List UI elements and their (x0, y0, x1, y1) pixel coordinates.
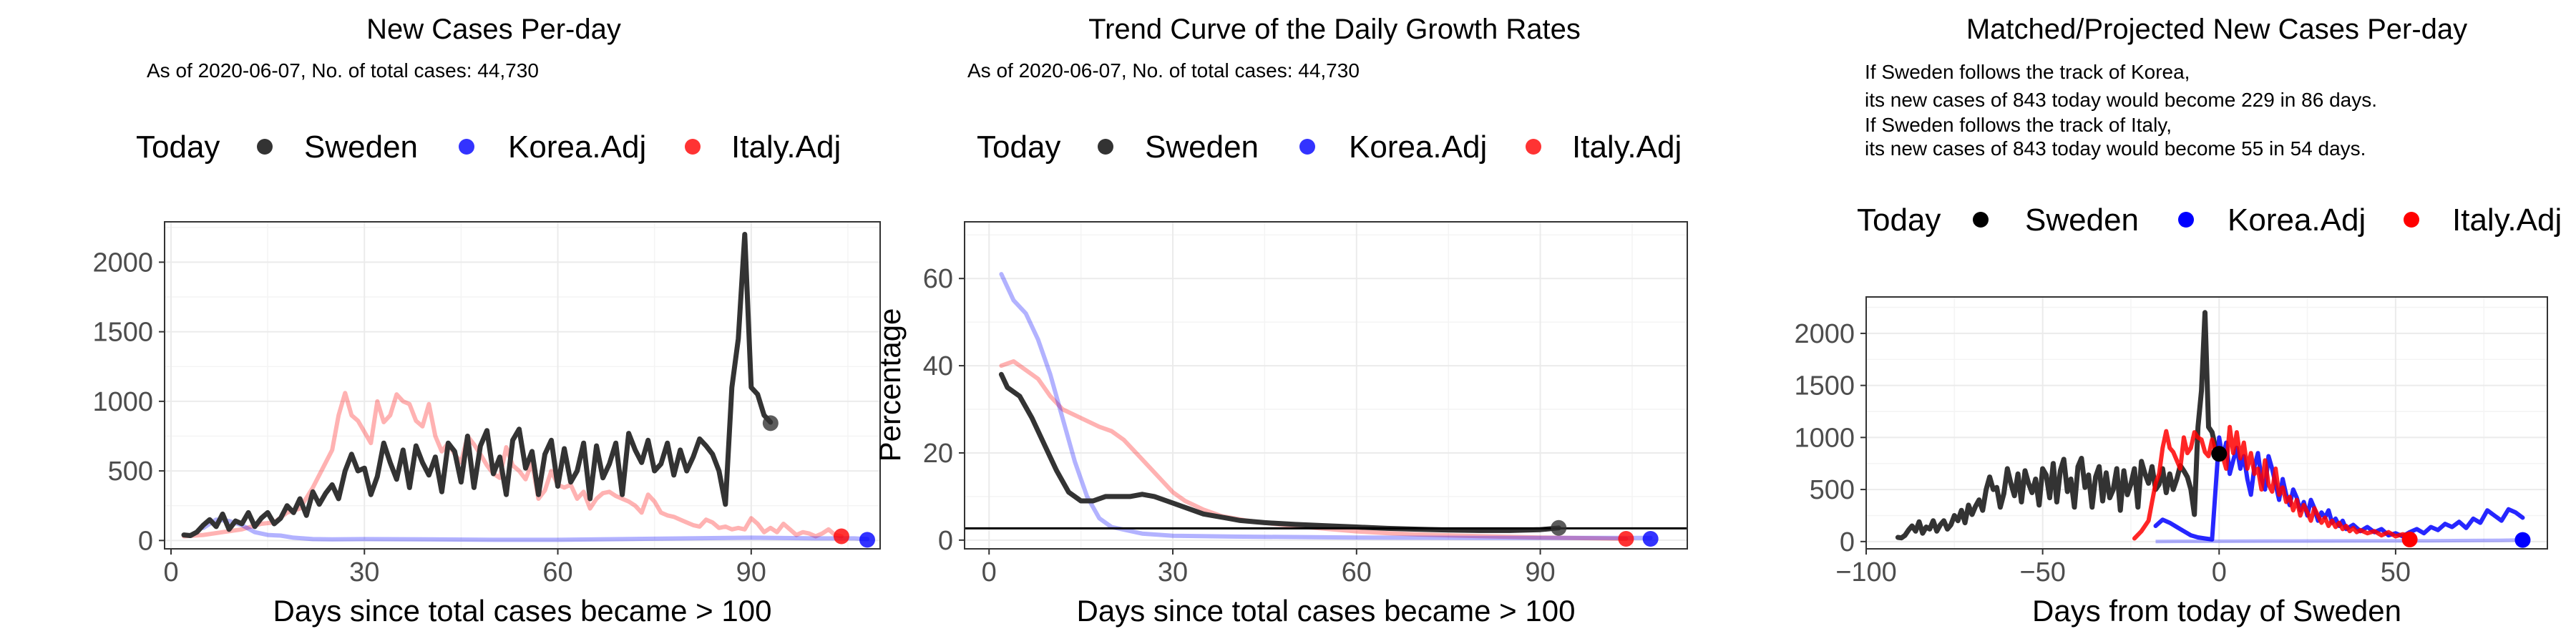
legend-swatch-sweden (1973, 212, 1989, 228)
series-line-sweden (1895, 310, 2222, 541)
plot-area (964, 221, 1688, 550)
x-axis-title: Days since total cases became > 100 (273, 594, 772, 628)
series-line-sweden (181, 232, 774, 538)
x-tick-label: 50 (2381, 557, 2411, 587)
legend: Today Sweden Korea.Adj Italy.Adj (136, 130, 841, 165)
x-axis-title: Days since total cases became > 100 (1077, 594, 1576, 628)
y-tick-label: 0 (938, 526, 953, 556)
today-point-korea (1642, 530, 1659, 547)
chart-subtitle: As of 2020-06-07, No. of total cases: 44… (967, 59, 1360, 82)
y-tick-label: 500 (1810, 475, 1855, 505)
legend-label-today: Today (1857, 203, 1941, 238)
x-tick-label: −100 (1835, 557, 1897, 587)
series-line-korea (201, 517, 869, 542)
legend-label-sweden: Sweden (2025, 203, 2139, 238)
today-point-sweden (2211, 446, 2228, 462)
axis-ticks: 0 30 60 90 0 20 40 60 (923, 264, 1556, 587)
y-tick-label: 40 (923, 351, 953, 381)
legend-label-italy: Italy.Adj (1572, 130, 1682, 165)
today-point-italy (1618, 530, 1634, 547)
legend-label-korea: Korea.Adj (508, 130, 646, 165)
legend-swatch-korea (1299, 139, 1315, 155)
x-tick-label: 0 (982, 557, 997, 587)
legend-swatch-italy (1526, 139, 1541, 155)
legend-label-today: Today (136, 130, 220, 165)
series-line-korea (999, 272, 1653, 540)
legend-swatch-sweden (257, 139, 273, 155)
legend-swatch-sweden (1098, 139, 1113, 155)
subtitle-line: its new cases of 843 today would become … (1865, 89, 2377, 111)
legend-label-today: Today (977, 130, 1060, 165)
plot-background (965, 222, 1687, 549)
x-axis-title: Days from today of Sweden (2032, 594, 2401, 628)
y-tick-label: 1500 (92, 318, 153, 348)
today-point-sweden (762, 415, 779, 431)
x-tick-label: 30 (1158, 557, 1188, 587)
legend-label-sweden: Sweden (304, 130, 418, 165)
y-tick-label: 0 (138, 526, 153, 556)
y-tick-label: 0 (1840, 527, 1855, 557)
subtitle-line: If Sweden follows the track of Italy, (1865, 114, 2172, 136)
x-tick-label: 30 (349, 557, 379, 587)
subtitle-line: If Sweden follows the track of Korea, (1865, 61, 2190, 83)
projected-cases-panel: Matched/Projected New Cases Per-day If S… (1794, 14, 2562, 628)
y-axis-title: Percentage (873, 308, 907, 462)
today-point-italy (833, 528, 849, 545)
y-tick-label: 60 (923, 264, 953, 294)
x-tick-label: 0 (163, 557, 178, 587)
legend: Today Sweden Korea.Adj Italy.Adj (977, 130, 1682, 165)
subtitle-line: its new cases of 843 today would become … (1865, 137, 2366, 160)
today-point-italy (2401, 531, 2418, 547)
y-tick-label: 1500 (1794, 371, 1855, 401)
today-point-sweden (1551, 519, 1567, 536)
chart-title: Trend Curve of the Daily Growth Rates (1088, 14, 1581, 45)
legend-swatch-italy (2404, 212, 2419, 228)
chart-title: New Cases Per-day (366, 14, 621, 45)
today-point-korea (2514, 532, 2531, 548)
series-group (1895, 310, 2531, 548)
legend-swatch-korea (459, 139, 474, 155)
y-tick-label: 20 (923, 439, 953, 469)
legend-label-sweden: Sweden (1145, 130, 1259, 165)
x-tick-label: 60 (1342, 557, 1372, 587)
today-point-korea (859, 532, 875, 548)
legend-label-korea: Korea.Adj (1349, 130, 1487, 165)
legend-label-korea: Korea.Adj (2228, 203, 2366, 238)
y-tick-label: 1000 (92, 387, 153, 417)
axis-ticks: 0 30 60 90 0 500 1000 1500 2000 (92, 248, 766, 587)
grid (165, 222, 880, 549)
x-tick-label: 60 (542, 557, 572, 587)
x-tick-label: 0 (2212, 557, 2227, 587)
chart-title: Matched/Projected New Cases Per-day (1966, 14, 2467, 45)
x-tick-label: 90 (1525, 557, 1555, 587)
series-group (965, 272, 1687, 547)
legend-swatch-korea (2178, 212, 2194, 228)
x-tick-label: 90 (736, 557, 766, 587)
chart-subtitle: As of 2020-06-07, No. of total cases: 44… (147, 59, 539, 82)
y-tick-label: 500 (108, 457, 153, 487)
grid (965, 222, 1687, 549)
y-tick-label: 1000 (1794, 423, 1855, 453)
x-tick-label: −50 (2019, 557, 2065, 587)
legend-label-italy: Italy.Adj (731, 130, 841, 165)
projection-line (2155, 538, 2523, 544)
plot-background (165, 222, 880, 549)
legend-swatch-italy (685, 139, 701, 155)
series-group (181, 232, 875, 548)
series-line-italy (2132, 424, 2412, 541)
y-tick-label: 2000 (92, 248, 153, 278)
plot-area (164, 221, 881, 550)
series-line-italy (999, 359, 1629, 541)
plot-area (1865, 296, 2548, 550)
chart-subtitle: If Sweden follows the track of Korea, it… (1865, 61, 2377, 160)
legend: Today Sweden Korea.Adj Italy.Adj (1857, 203, 2562, 238)
new-cases-panel: New Cases Per-day As of 2020-06-07, No. … (92, 14, 881, 628)
legend-label-italy: Italy.Adj (2452, 203, 2562, 238)
growth-rate-panel: Trend Curve of the Daily Growth Rates As… (873, 14, 1688, 628)
y-tick-label: 2000 (1794, 319, 1855, 349)
